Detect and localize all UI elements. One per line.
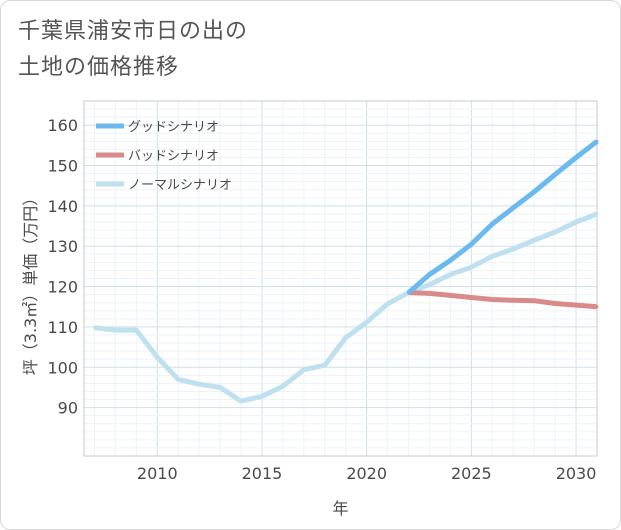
plot-frame <box>83 100 598 457</box>
series-0 <box>406 139 599 295</box>
data-point <box>511 298 515 302</box>
data-point <box>386 302 390 306</box>
data-point <box>574 155 578 159</box>
legend-label: バッドシナリオ <box>128 149 219 164</box>
y-axis: 90 100 110 120 130 140 150 160 <box>47 116 78 417</box>
x-tick-label: 2025 <box>451 464 492 483</box>
y-tick-label: 160 <box>47 116 78 135</box>
data-point <box>155 355 159 359</box>
data-point <box>113 328 117 332</box>
chart-title-line-1: 千葉県浦安市日の出の <box>18 19 249 44</box>
data-point <box>427 272 431 276</box>
data-point <box>427 291 431 295</box>
legend-item-2: ノーマルシナリオ <box>96 178 232 193</box>
data-point <box>218 385 222 389</box>
data-point <box>92 326 96 330</box>
legend-label: ノーマルシナリオ <box>128 178 232 193</box>
data-point <box>532 238 536 242</box>
series-line <box>406 139 599 295</box>
data-point <box>595 139 599 143</box>
data-point <box>595 305 599 309</box>
grid <box>84 100 598 456</box>
data-point <box>553 172 557 176</box>
y-tick-label: 90 <box>58 399 78 418</box>
data-point <box>553 230 557 234</box>
data-point <box>323 363 327 367</box>
series-layer <box>92 139 599 404</box>
y-tick-label: 130 <box>47 237 78 256</box>
data-point <box>574 303 578 307</box>
data-point <box>134 328 138 332</box>
data-point <box>302 368 306 372</box>
data-point <box>427 283 431 287</box>
data-point <box>490 254 494 258</box>
y-tick-label: 120 <box>47 278 78 297</box>
data-point <box>511 247 515 251</box>
x-axis: 2010 2015 2020 2025 2030 <box>137 464 596 483</box>
data-point <box>595 212 599 216</box>
data-point <box>490 222 494 226</box>
y-tick-label: 100 <box>47 358 78 377</box>
data-point <box>365 320 369 324</box>
data-point <box>281 384 285 388</box>
data-point <box>469 242 473 246</box>
data-point <box>260 394 264 398</box>
data-point <box>469 265 473 269</box>
y-tick-label: 150 <box>47 157 78 176</box>
data-point <box>176 377 180 381</box>
data-point <box>197 382 201 386</box>
legend-label: グッドシナリオ <box>128 120 219 135</box>
data-point <box>532 299 536 303</box>
data-point <box>344 336 348 340</box>
data-point <box>448 272 452 276</box>
legend-item-0: グッドシナリオ <box>96 120 219 135</box>
x-tick-label: 2015 <box>242 464 283 483</box>
data-point <box>532 190 536 194</box>
y-axis-label: 坪（3.3㎡）単価（万円） <box>21 190 40 375</box>
data-point <box>553 302 557 306</box>
legend-item-1: バッドシナリオ <box>96 149 219 164</box>
data-point <box>574 220 578 224</box>
data-point <box>490 297 494 301</box>
y-tick-label: 110 <box>47 318 78 337</box>
series-line <box>408 290 598 310</box>
data-point <box>448 258 452 262</box>
y-tick-label: 140 <box>47 197 78 216</box>
data-point <box>407 291 411 295</box>
x-tick-label: 2020 <box>346 464 387 483</box>
chart-title-line-2: 土地の価格推移 <box>18 55 180 80</box>
series-2 <box>92 211 599 404</box>
x-tick-label: 2010 <box>137 464 178 483</box>
data-point <box>239 399 243 403</box>
data-point <box>469 295 473 299</box>
data-point <box>448 293 452 297</box>
series-1 <box>407 290 599 310</box>
chart-title: 千葉県浦安市日の出の 土地の価格推移 <box>18 14 248 86</box>
data-point <box>511 206 515 210</box>
x-axis-label: 年 <box>332 499 348 518</box>
x-tick-label: 2030 <box>556 464 597 483</box>
